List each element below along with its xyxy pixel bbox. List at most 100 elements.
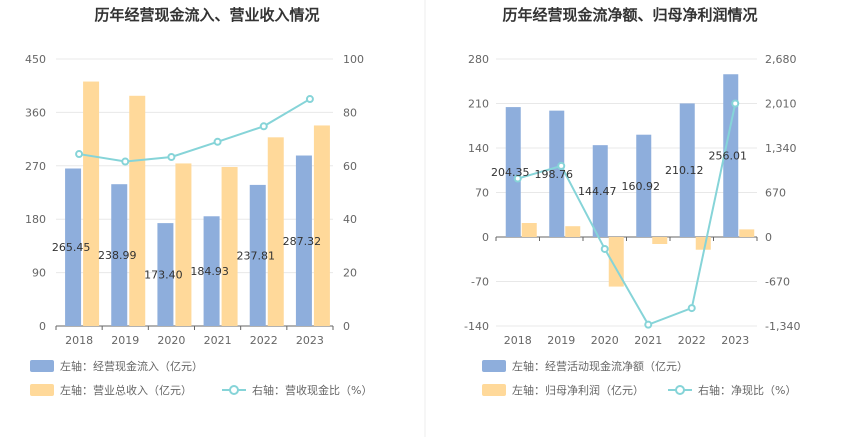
bar-secondary xyxy=(313,125,330,326)
right-tick-label: 0 xyxy=(765,231,772,244)
bar-secondary xyxy=(129,95,146,326)
left-tick-label: 140 xyxy=(468,142,489,155)
left-tick-label: 90 xyxy=(32,267,46,280)
right-tick-label: -1,340 xyxy=(765,320,800,333)
x-tick-label: 2020 xyxy=(591,334,619,347)
x-axis-ticks: 2018 2019 2020 2021 2022 2023 xyxy=(495,237,758,347)
ratio-line xyxy=(75,95,314,166)
legend-swatch-net-cash xyxy=(482,360,506,372)
legend-label-net-profit: 左轴：归母净利润（亿元） xyxy=(512,383,644,397)
legend-swatch-cash-inflow xyxy=(30,360,54,372)
bar-primary xyxy=(203,216,220,326)
x-tick-label: 2018 xyxy=(504,334,532,347)
data-label: 204.35 xyxy=(491,166,530,179)
bar-secondary xyxy=(695,237,711,250)
right-axis-ticks: 2,680 2,010 1,340 670 0 -670 -1,340 xyxy=(765,53,800,333)
right-tick-label: 1,340 xyxy=(765,142,797,155)
bar-secondary xyxy=(739,229,755,237)
legend-swatch-revenue xyxy=(30,384,54,396)
data-label: 144.47 xyxy=(578,185,617,198)
bar-primary xyxy=(295,155,312,326)
bar-secondary xyxy=(83,81,100,327)
ratio-line-point xyxy=(557,161,566,170)
right-axis-ticks: 100 80 60 40 20 0 xyxy=(343,53,364,333)
left-tick-label: 360 xyxy=(25,106,46,119)
x-tick-label: 2018 xyxy=(65,334,93,347)
data-label: 256.01 xyxy=(709,150,748,163)
ratio-line-point xyxy=(687,304,696,313)
ratio-line-point xyxy=(259,122,268,131)
bar-secondary xyxy=(652,237,668,244)
left-tick-label: 0 xyxy=(39,320,46,333)
legend-swatch-ratio-marker xyxy=(675,385,685,395)
right-tick-label: 2,010 xyxy=(765,98,797,111)
x-tick-label: 2022 xyxy=(250,334,278,347)
ratio-line-point xyxy=(167,152,176,161)
right-tick-label: 60 xyxy=(343,160,357,173)
left-axis-ticks: 450 360 270 180 90 0 xyxy=(25,53,46,333)
bar-primary xyxy=(505,107,521,237)
bar-primary xyxy=(723,74,739,237)
right-tick-label: 0 xyxy=(343,320,350,333)
data-labels: 265.45 238.99 173.40 184.93 237.81 287.32 xyxy=(52,235,321,282)
legend-label-net-cash: 左轴：经营活动现金流净额（亿元） xyxy=(512,359,688,373)
bar-primary xyxy=(679,103,695,238)
right-tick-label: 670 xyxy=(765,187,786,200)
data-label: 287.32 xyxy=(283,235,322,248)
legend-label-cash-inflow: 左轴：经营现金流入（亿元） xyxy=(60,359,203,373)
legend-label-ratio: 右轴：净现比（%） xyxy=(698,383,796,397)
ratio-line-path xyxy=(517,103,737,326)
bar-primary xyxy=(636,134,652,237)
ratio-line-point xyxy=(644,320,653,329)
x-tick-label: 2019 xyxy=(111,334,139,347)
bar-primary xyxy=(549,110,565,237)
data-label: 238.99 xyxy=(98,249,137,262)
x-tick-label: 2019 xyxy=(547,334,575,347)
left-tick-label: 450 xyxy=(25,53,46,66)
ratio-line-path xyxy=(78,98,311,163)
right-tick-label: 20 xyxy=(343,267,357,280)
right-tick-label: 80 xyxy=(343,106,357,119)
ratio-line-point xyxy=(513,174,522,183)
data-label: 198.76 xyxy=(535,168,574,181)
bar-primary xyxy=(65,168,82,326)
right-tick-label: 2,680 xyxy=(765,53,797,66)
chart-title: 历年经营现金流入、营业收入情况 xyxy=(94,6,319,24)
bar-secondary xyxy=(267,137,284,326)
x-axis-ticks: 2018 2019 2020 2021 2022 2023 xyxy=(55,326,334,347)
x-tick-label: 2021 xyxy=(204,334,232,347)
left-tick-label: 70 xyxy=(475,187,489,200)
x-tick-label: 2021 xyxy=(634,334,662,347)
data-label: 184.93 xyxy=(190,265,229,278)
right-tick-label: 40 xyxy=(343,213,357,226)
ratio-line-point xyxy=(213,137,222,146)
legend-label-ratio: 右轴：营收现金比（%） xyxy=(252,383,372,397)
chart-net-cash-net-profit: 历年经营现金流净额、归母净利润情况 280 210 140 70 0 -70 -140 2,… xyxy=(464,6,800,397)
bar-primary xyxy=(249,184,266,326)
ratio-line-point xyxy=(75,150,84,159)
left-tick-label: 210 xyxy=(468,98,489,111)
bar-primary xyxy=(157,223,174,326)
bar-primary xyxy=(592,145,608,237)
left-axis-ticks: 280 210 140 70 0 -70 -140 xyxy=(464,53,489,333)
right-tick-label: 100 xyxy=(343,53,364,66)
data-labels: 204.35 198.76 144.47 160.92 210.12 256.01 xyxy=(491,150,747,198)
x-tick-label: 2020 xyxy=(157,334,185,347)
data-label: 237.81 xyxy=(237,249,276,262)
left-tick-label: 280 xyxy=(468,53,489,66)
legend-swatch-ratio-marker xyxy=(229,385,239,395)
bar-secondary xyxy=(521,223,537,237)
right-tick-label: -670 xyxy=(765,276,790,289)
left-tick-label: 180 xyxy=(25,213,46,226)
ratio-line-point xyxy=(121,157,130,166)
left-tick-label: -70 xyxy=(471,276,489,289)
legend: 左轴：经营活动现金流净额（亿元） 左轴：归母净利润（亿元） 右轴：净现比（%） xyxy=(482,359,796,397)
ratio-line-point xyxy=(731,99,740,108)
x-tick-label: 2023 xyxy=(721,334,749,347)
x-tick-label: 2022 xyxy=(678,334,706,347)
bar-secondary xyxy=(175,163,192,326)
legend-swatch-net-profit xyxy=(482,384,506,396)
left-tick-label: 0 xyxy=(482,231,489,244)
bars xyxy=(505,74,755,287)
